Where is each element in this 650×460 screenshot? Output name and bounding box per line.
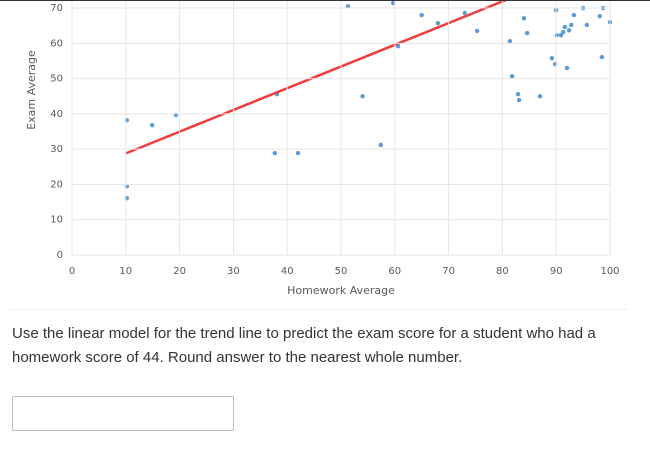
data-point xyxy=(521,16,527,21)
x-tick-label: 80 xyxy=(496,266,509,277)
x-tick-label: 100 xyxy=(600,266,619,277)
data-point xyxy=(537,94,543,99)
x-tick-label: 0 xyxy=(69,266,75,277)
trend-line xyxy=(125,1,507,155)
y-axis-title: Exam Average xyxy=(25,50,38,130)
data-point xyxy=(419,12,424,18)
data-point xyxy=(562,24,568,30)
data-point xyxy=(149,122,155,128)
data-point xyxy=(599,54,605,60)
x-tick-label: 10 xyxy=(119,266,132,277)
x-tick-label: 40 xyxy=(281,266,294,277)
question-text: Use the linear model for the trend line … xyxy=(12,325,596,366)
data-point xyxy=(295,150,301,156)
y-tick-label: 20 xyxy=(50,179,63,190)
data-point xyxy=(524,30,530,36)
data-point xyxy=(549,55,555,61)
data-point xyxy=(390,1,396,6)
y-tick-label: 50 xyxy=(50,74,63,85)
y-tick-label: 40 xyxy=(50,109,63,120)
x-tick-label: 30 xyxy=(227,266,240,277)
data-point xyxy=(435,21,441,26)
chart: Homework Average Exam Average 0 10 20 30 40 5… xyxy=(0,0,650,297)
data-point xyxy=(564,65,570,71)
data-point xyxy=(378,142,384,148)
x-tick-label: 50 xyxy=(335,266,348,277)
data-point xyxy=(569,22,574,28)
x-tick-label: 90 xyxy=(550,266,563,277)
y-tick-label: 30 xyxy=(50,144,63,155)
x-tick-label: 70 xyxy=(442,266,455,277)
data-point xyxy=(345,4,351,9)
data-point xyxy=(474,28,480,34)
data-point xyxy=(507,39,513,44)
x-tick-label: 20 xyxy=(173,266,186,277)
answer-input[interactable] xyxy=(12,396,234,431)
data-point xyxy=(516,97,522,103)
data-point xyxy=(558,33,564,38)
data-point xyxy=(571,12,577,18)
data-point xyxy=(554,33,559,38)
y-tick-label: 70 xyxy=(50,3,63,14)
data-point xyxy=(597,13,602,19)
y-tick-label: 10 xyxy=(50,215,63,226)
data-point xyxy=(462,10,467,16)
y-tick-label: 0 xyxy=(57,250,63,261)
data-point xyxy=(515,91,521,97)
plot-area xyxy=(124,1,612,201)
y-tick-label: 60 xyxy=(50,38,63,49)
separator xyxy=(10,309,628,310)
data-point xyxy=(566,28,572,33)
x-axis-title: Homework Average xyxy=(287,284,395,297)
data-point xyxy=(584,22,590,28)
data-point xyxy=(272,150,278,156)
data-point xyxy=(509,73,515,79)
data-point xyxy=(560,29,566,35)
x-tick-label: 60 xyxy=(388,266,401,277)
data-point xyxy=(360,94,365,99)
